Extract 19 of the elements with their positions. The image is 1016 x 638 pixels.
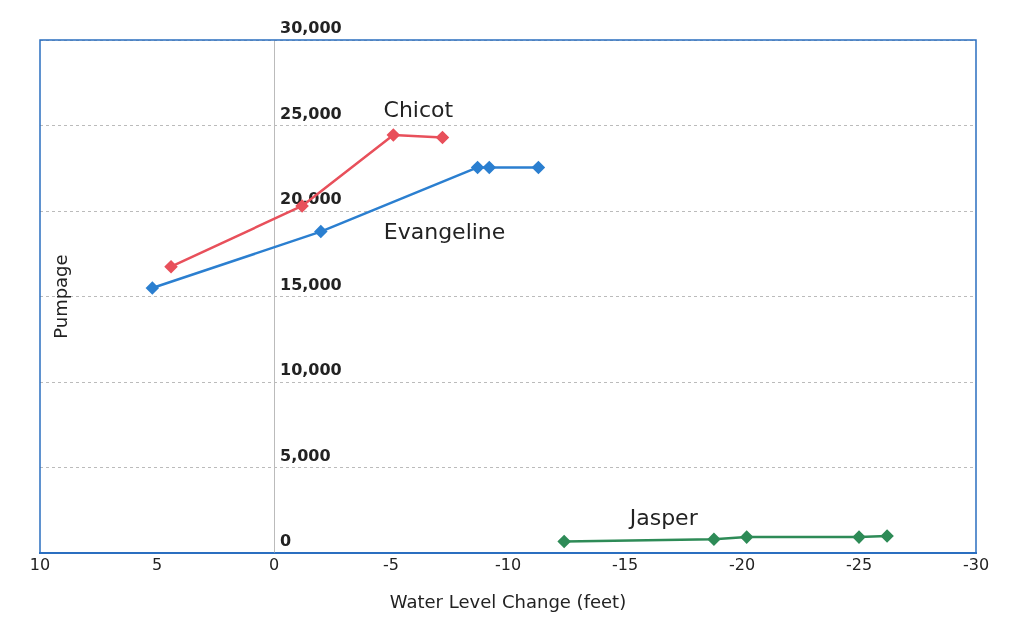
y-tick-label: 25,000 xyxy=(280,103,342,123)
y-axis-title: Pumpage xyxy=(49,254,71,339)
x-tick-label: -10 xyxy=(494,554,522,574)
x-tick-label: 10 xyxy=(29,554,51,574)
y-tick-label: 5,000 xyxy=(280,445,331,465)
y-tick-label: 0 xyxy=(280,531,292,551)
series-label: Jasper xyxy=(627,504,699,530)
x-tick-label: -15 xyxy=(611,554,639,574)
y-tick-label: 30,000 xyxy=(280,18,342,38)
x-tick-label: -5 xyxy=(383,554,399,574)
x-tick-label: -30 xyxy=(962,554,990,574)
x-axis-title: Water Level Change (feet) xyxy=(389,590,627,612)
y-tick-label: 10,000 xyxy=(280,360,342,380)
y-tick-label: 15,000 xyxy=(280,274,342,294)
x-tick-label: -25 xyxy=(845,554,873,574)
x-tick-label: 5 xyxy=(151,554,163,574)
series-label: Evangeline xyxy=(383,219,506,245)
x-tick-label: -20 xyxy=(728,554,756,574)
series-label: Chicot xyxy=(383,96,454,122)
